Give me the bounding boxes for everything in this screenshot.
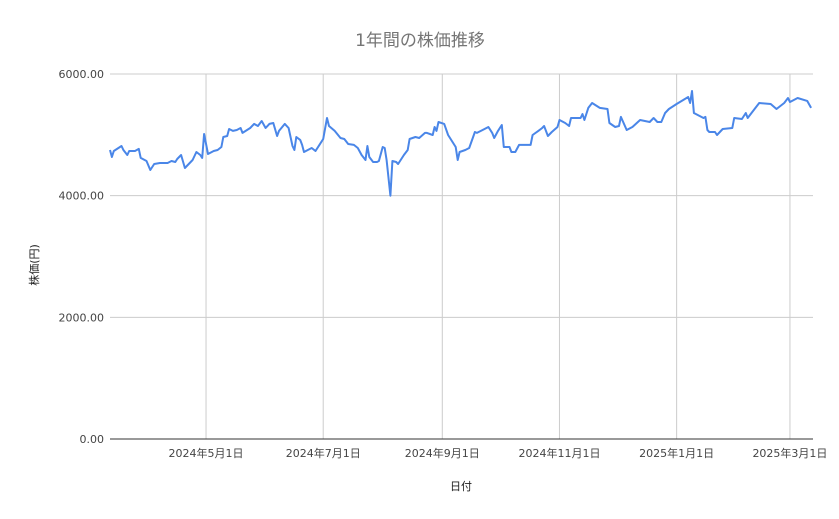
price-line <box>109 90 812 197</box>
x-tick-label: 2024年5月1日 <box>169 446 244 460</box>
y-axis-ticks: 0.00 2000.00 4000.00 6000.00 <box>59 68 105 446</box>
x-tick-label: 2025年3月1日 <box>752 446 827 460</box>
y-tick-label: 0.00 <box>80 433 105 446</box>
y-axis-label: 株価(円) <box>27 244 41 286</box>
y-tick-label: 6000.00 <box>59 68 105 81</box>
x-tick-label: 2024年11月1日 <box>518 446 600 460</box>
chart-title: 1年間の株価推移 <box>355 31 485 51</box>
x-tick-label: 2024年9月1日 <box>405 446 480 460</box>
x-axis-ticks: 2024年5月1日 2024年7月1日 2024年9月1日 2024年11月1日 202… <box>169 446 828 460</box>
gridlines <box>110 73 813 439</box>
x-tick-label: 2024年7月1日 <box>286 446 361 460</box>
x-tick-label: 2025年1月1日 <box>639 446 714 460</box>
x-axis-label: 日付 <box>450 480 472 493</box>
y-tick-label: 4000.00 <box>59 190 105 203</box>
y-tick-label: 2000.00 <box>59 311 105 324</box>
